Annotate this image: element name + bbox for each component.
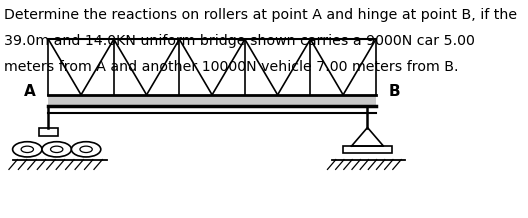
Text: A: A <box>24 84 35 99</box>
Circle shape <box>13 142 42 157</box>
Bar <box>48 95 376 106</box>
Circle shape <box>51 146 63 153</box>
Circle shape <box>21 146 33 153</box>
Text: Determine the reactions on rollers at point A and hinge at point B, if the: Determine the reactions on rollers at po… <box>4 8 517 22</box>
Text: 39.0m and 14.0KN uniform bridge shown carries a 9000N car 5.00: 39.0m and 14.0KN uniform bridge shown ca… <box>4 34 475 48</box>
Circle shape <box>42 142 71 157</box>
Circle shape <box>80 146 92 153</box>
Circle shape <box>71 142 101 157</box>
Bar <box>39 128 58 136</box>
Text: meters from A and another 10000N vehicle 7.00 meters from B.: meters from A and another 10000N vehicle… <box>4 60 459 74</box>
Text: B: B <box>389 84 401 99</box>
Bar <box>343 146 392 153</box>
